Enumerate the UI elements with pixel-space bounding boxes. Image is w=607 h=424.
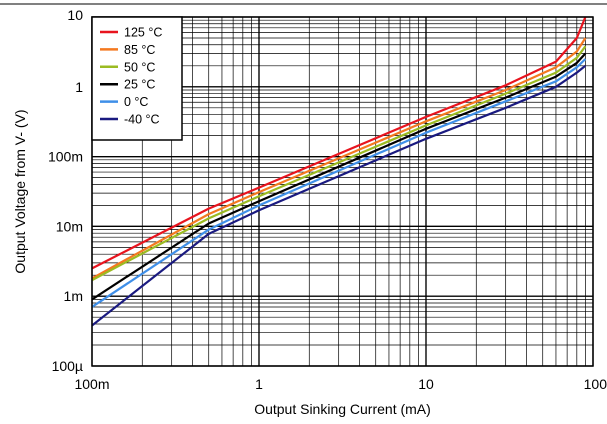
y-axis-label: Output Voltage from V- (V) <box>12 109 28 273</box>
legend-label: 25 °C <box>124 78 155 92</box>
y-tick-label: 100m <box>48 149 83 165</box>
y-tick-label: 10m <box>56 218 83 234</box>
series-line-3 <box>92 52 587 301</box>
series-line-5 <box>92 64 587 327</box>
legend-label: -40 °C <box>124 113 160 127</box>
y-tick-label: 1m <box>64 288 83 304</box>
legend-label: 0 °C <box>124 95 148 109</box>
x-axis-label: Output Sinking Current (mA) <box>254 401 431 417</box>
x-tick-label: 10 <box>418 376 434 392</box>
y-tick-labels: 10 1 100m 10m 1m 100µ <box>48 7 83 374</box>
x-tick-labels: 100m 1 10 100 <box>74 376 607 392</box>
series-line-4 <box>92 58 587 308</box>
legend: 125 °C 85 °C 50 °C 25 °C 0 °C -40 °C <box>91 16 183 141</box>
x-tick-label: 100 <box>584 376 607 392</box>
x-tick-label: 1 <box>255 376 263 392</box>
legend-label: 50 °C <box>124 60 155 74</box>
series-line-0 <box>92 17 587 270</box>
plot-frame <box>91 16 594 367</box>
y-tick-label: 1 <box>75 79 83 95</box>
series-lines <box>92 17 587 327</box>
y-tick-label: 10 <box>67 7 83 23</box>
series-line-2 <box>92 45 587 282</box>
x-tick-label: 100m <box>74 376 109 392</box>
y-tick-label: 100µ <box>52 358 83 374</box>
series-line-1 <box>92 37 587 280</box>
legend-label: 125 °C <box>124 26 162 40</box>
legend-label: 85 °C <box>124 43 155 57</box>
